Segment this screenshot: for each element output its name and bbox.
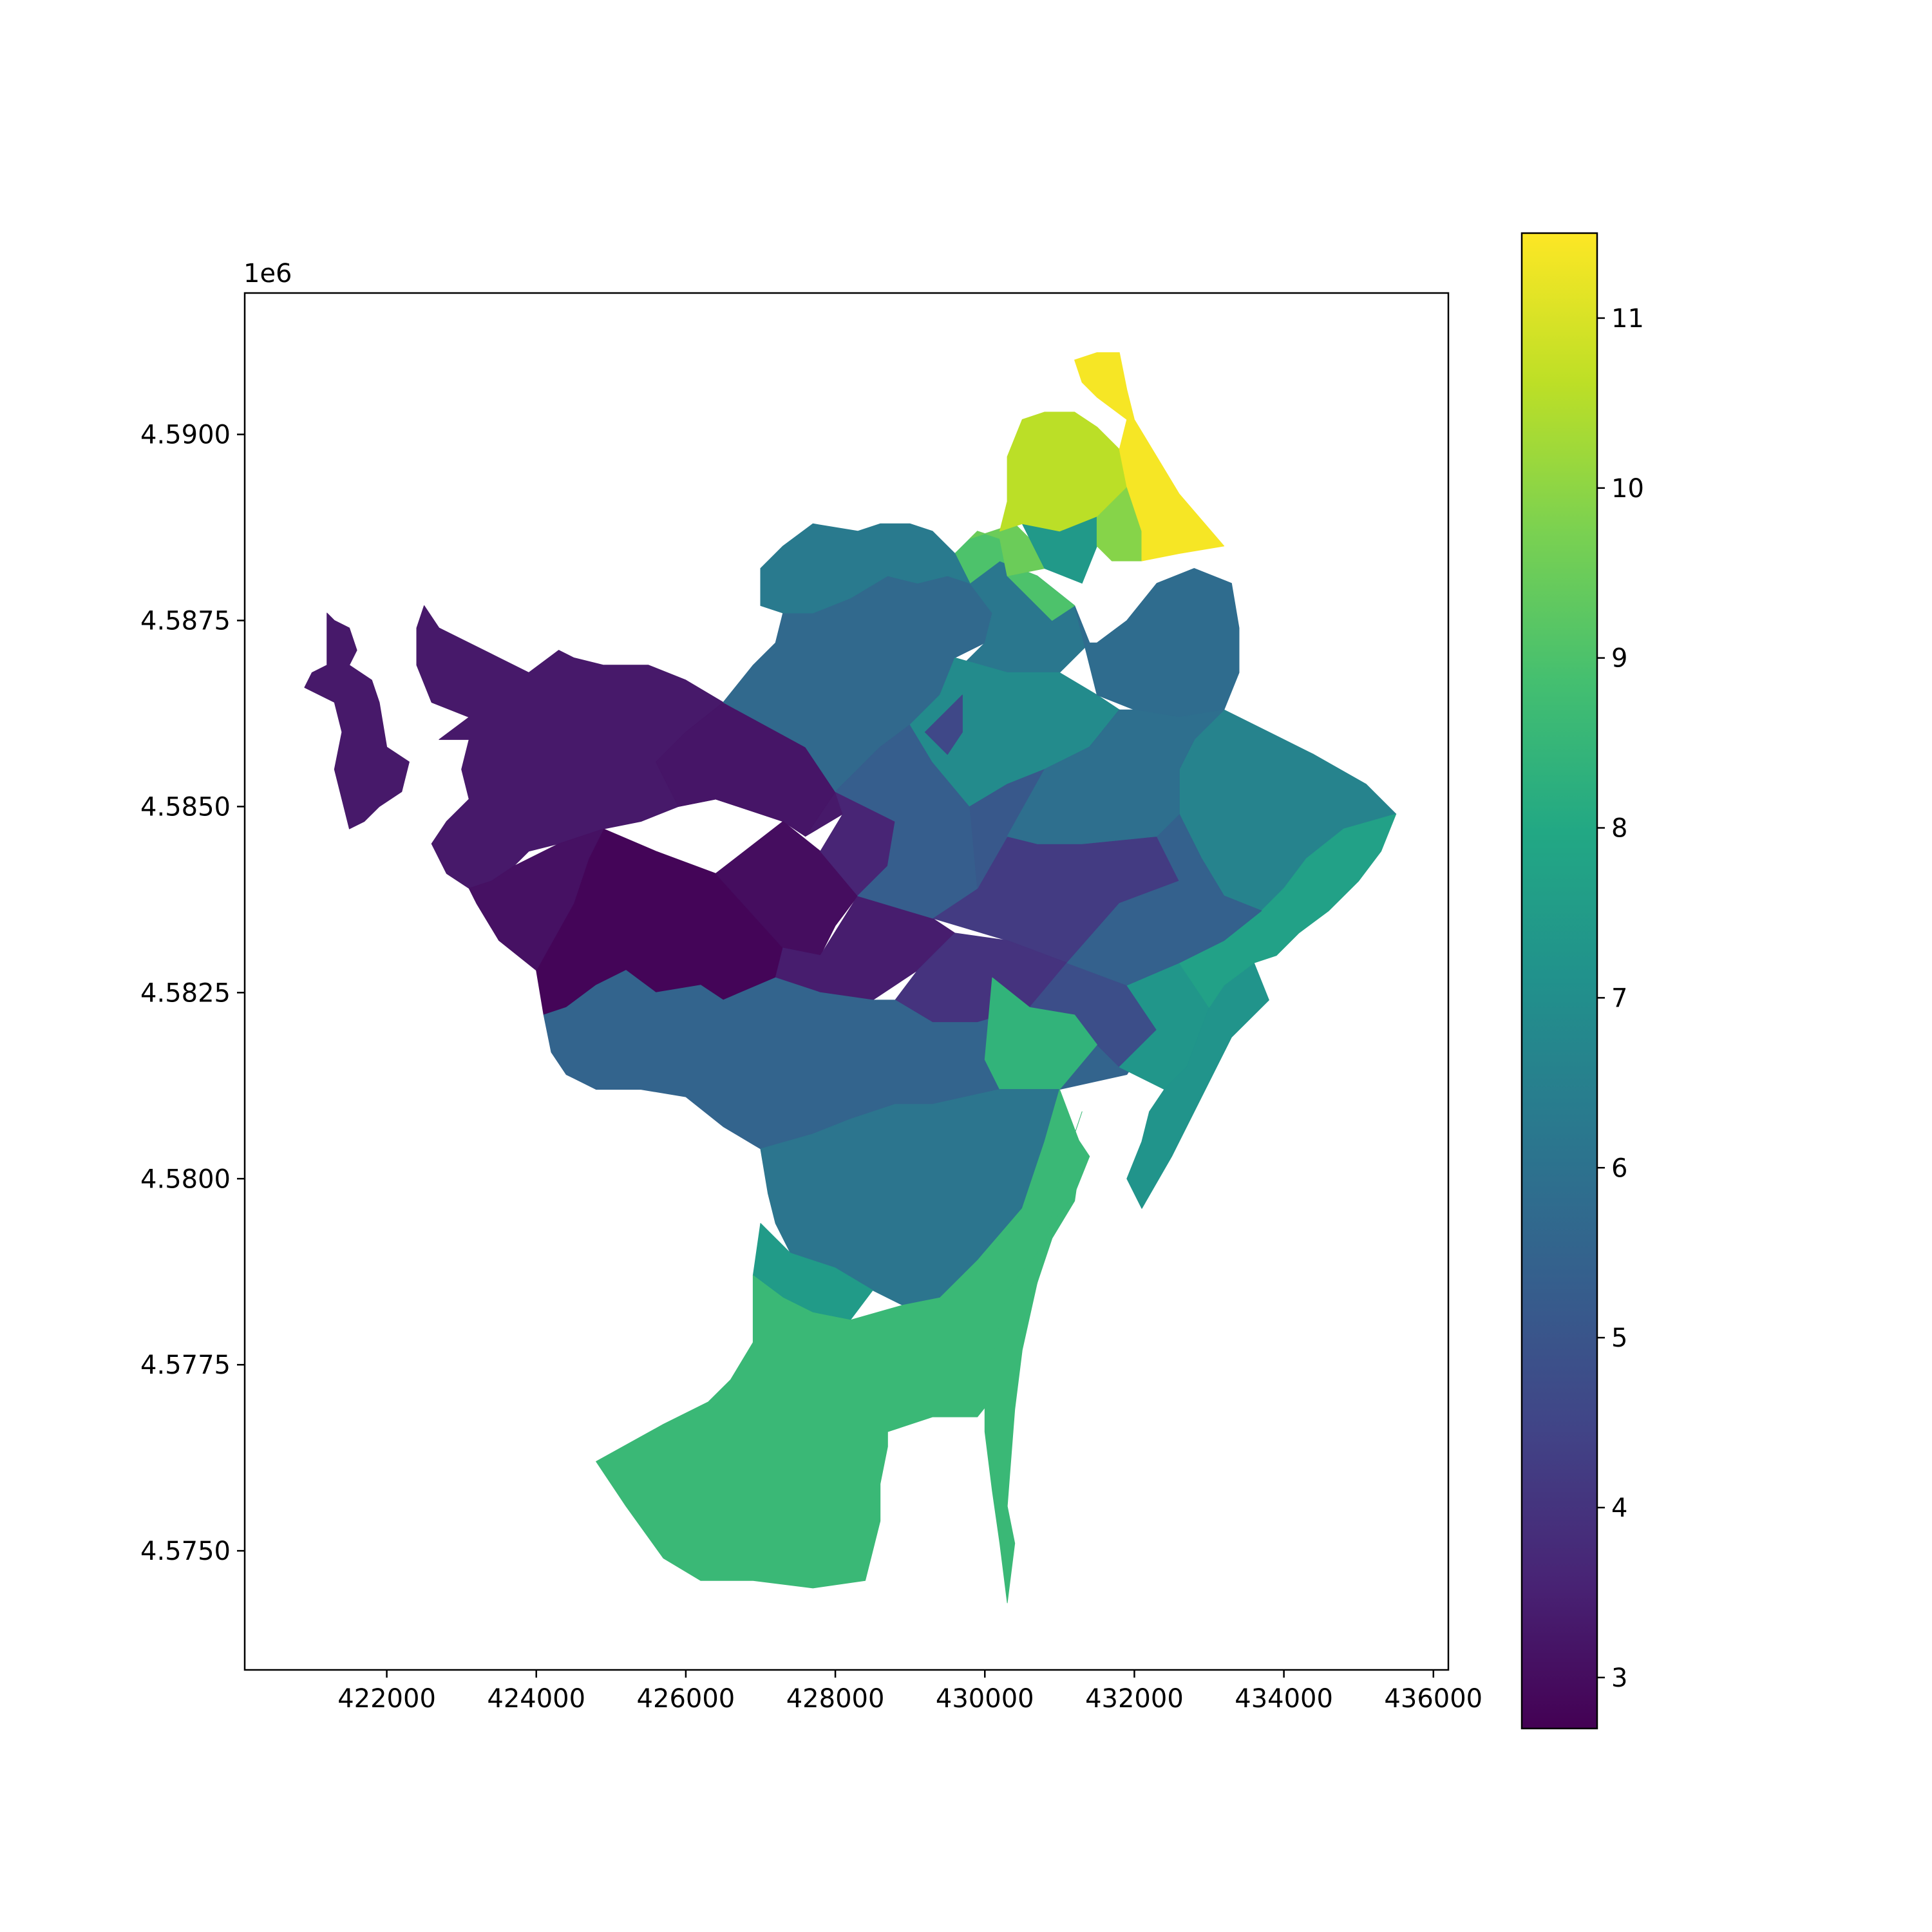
colorbar-tick-label: 9 <box>1611 644 1627 674</box>
colorbar-tick-label: 11 <box>1611 304 1644 334</box>
map-region-18 <box>596 1089 1083 1589</box>
map-region-6 <box>468 828 604 971</box>
y-tick-label: 4.5775 <box>140 1350 231 1380</box>
map-region-1 <box>304 612 410 829</box>
colorbar-ticks: 3 4 5 6 7 8 9 10 11 <box>1597 304 1644 1693</box>
map-region-37 <box>924 694 963 755</box>
colorbar-tick-label: 6 <box>1611 1153 1627 1183</box>
x-tick-label: 428000 <box>786 1684 885 1714</box>
y-tick-label: 4.5800 <box>140 1164 231 1194</box>
y-tick-label: 4.5850 <box>140 792 231 822</box>
x-tick-label: 424000 <box>487 1684 585 1714</box>
x-tick-label: 436000 <box>1384 1684 1482 1714</box>
colorbar-tick-label: 8 <box>1611 814 1627 844</box>
colorbar <box>1520 232 1598 1730</box>
x-tick-label: 432000 <box>1085 1684 1184 1714</box>
map-region-24 <box>1074 568 1240 718</box>
map-regions <box>304 352 1397 1604</box>
map-region-27 <box>1066 813 1262 986</box>
map-region-19 <box>984 1111 1090 1604</box>
map-region-29 <box>1007 709 1225 844</box>
map-axes-frame <box>243 292 1450 1671</box>
colorbar-tick-label: 5 <box>1611 1323 1627 1353</box>
x-tick-label: 430000 <box>936 1684 1034 1714</box>
y-tick-label: 4.5900 <box>140 421 231 450</box>
map-region-35 <box>1074 352 1225 562</box>
colorbar-tick-label: 7 <box>1611 983 1627 1013</box>
x-tick-label: 422000 <box>337 1684 436 1714</box>
x-tick-label: 434000 <box>1235 1684 1333 1714</box>
colorbar-tick-label: 10 <box>1611 474 1644 504</box>
map-region-2 <box>416 605 844 889</box>
colorbar-tick-label: 3 <box>1611 1663 1627 1693</box>
map-region-36 <box>760 523 971 614</box>
y-axis-ticks: 4.5750 4.5775 4.5800 4.5825 4.5850 4.5875 4.59… <box>140 421 245 1566</box>
colorbar-tick-label: 4 <box>1611 1493 1627 1523</box>
y-axis-offset-label: 1e6 <box>243 259 292 289</box>
x-tick-label: 426000 <box>637 1684 735 1714</box>
y-tick-label: 4.5875 <box>140 606 231 636</box>
map-region-26 <box>1179 813 1397 1008</box>
map-region-14 <box>984 977 1097 1090</box>
x-axis-ticks: 422000 424000 426000 428000 430000 432000 4340… <box>337 1670 1482 1714</box>
y-tick-label: 4.5750 <box>140 1537 231 1566</box>
map-region-34 <box>999 412 1128 532</box>
y-tick-label: 4.5825 <box>140 978 231 1008</box>
